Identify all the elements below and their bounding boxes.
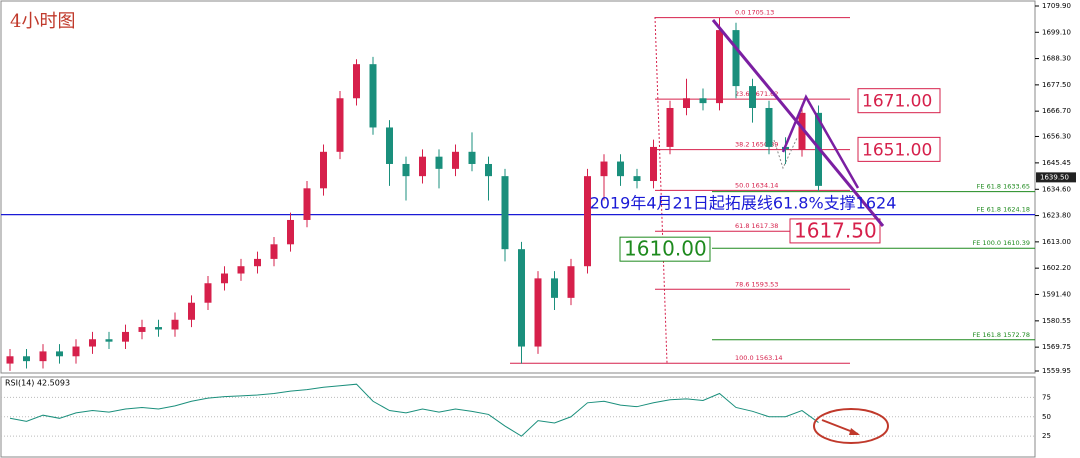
candle-body xyxy=(584,176,591,267)
y-tick-label: 1634.60 xyxy=(1042,185,1071,193)
candle-body xyxy=(336,98,344,152)
candle-body xyxy=(650,146,657,182)
candle-body xyxy=(39,351,47,362)
candle-body xyxy=(567,266,575,298)
fib-label: 38.2 1650.89 xyxy=(735,141,778,149)
fib-label: 0.0 1705.13 xyxy=(735,9,774,17)
rsi-tick-label: 75 xyxy=(1042,393,1051,401)
fib-label: 78.6 1593.53 xyxy=(735,280,778,288)
candle-body xyxy=(501,176,509,250)
candle-body xyxy=(171,319,179,330)
candle-body xyxy=(716,30,723,104)
y-tick-label: 1709.90 xyxy=(1042,2,1071,10)
candle-body xyxy=(237,266,245,274)
y-tick-label: 1623.80 xyxy=(1042,212,1071,220)
y-tick-label: 1602.20 xyxy=(1042,264,1071,272)
candle-body xyxy=(600,161,608,177)
highlight-ellipse xyxy=(813,408,889,444)
annotation-box xyxy=(619,236,711,262)
pattern-line xyxy=(773,137,798,170)
rsi-title: RSI(14) 42.5093 xyxy=(5,379,70,388)
rsi-line xyxy=(9,383,819,437)
main-panel xyxy=(0,0,1036,374)
candle-body xyxy=(56,351,63,357)
candle-body xyxy=(254,258,261,267)
candle-body xyxy=(72,346,80,357)
fib-label: 100.0 1563.14 xyxy=(735,354,783,362)
candle-body xyxy=(89,339,96,347)
arrow-head xyxy=(849,428,860,435)
y-tick-label: 1559.95 xyxy=(1042,367,1071,375)
trend-line xyxy=(781,94,860,189)
candle-body xyxy=(683,98,690,108)
rsi-tick-label: 50 xyxy=(1042,413,1051,421)
candle-body xyxy=(666,107,674,147)
last-price-box xyxy=(1036,172,1076,183)
y-tick-label: 1569.75 xyxy=(1042,343,1071,351)
y-tick-label: 1699.10 xyxy=(1042,28,1071,36)
chart-title: 4小时图 xyxy=(10,11,75,32)
candle-body xyxy=(303,188,311,220)
candle-body xyxy=(122,331,129,342)
candle-body xyxy=(534,278,542,347)
y-tick-label: 1656.30 xyxy=(1042,132,1071,140)
candle-body xyxy=(551,278,558,298)
fe-label: FE 61.8 1624.18 xyxy=(977,206,1030,214)
annotation-label: 1651.00 xyxy=(862,140,932,160)
fib-label: 23.6 1671.62 xyxy=(735,90,778,98)
y-tick-label: 1688.30 xyxy=(1042,55,1071,63)
candle-body xyxy=(138,327,146,332)
fib-label: 50.0 1634.14 xyxy=(735,181,778,189)
candle-body xyxy=(105,339,113,342)
candle-body xyxy=(270,244,278,259)
candle-body xyxy=(353,64,360,99)
candle-body xyxy=(6,356,14,364)
support-note: 2019年4月21日起拓展线61.8%支撑1624 xyxy=(590,194,897,213)
candle-body xyxy=(798,112,806,150)
candle-body xyxy=(369,64,377,128)
fe-label: FE 100.0 1610.39 xyxy=(973,239,1030,247)
y-tick-label: 1591.40 xyxy=(1042,290,1071,298)
y-tick-label: 1613.00 xyxy=(1042,238,1071,246)
candle-body xyxy=(419,156,426,177)
annotation-box xyxy=(857,88,941,114)
annotation-label: 1617.50 xyxy=(794,218,877,242)
candle-body xyxy=(765,107,773,147)
candle-body xyxy=(204,283,212,303)
candle-body xyxy=(518,249,525,347)
candle-body xyxy=(402,163,410,177)
candle-body xyxy=(221,273,228,284)
y-tick-label: 1677.50 xyxy=(1042,81,1071,89)
candle-body xyxy=(485,163,492,177)
candle-body xyxy=(633,176,641,182)
candle-body xyxy=(155,327,162,330)
candle-body xyxy=(452,151,459,169)
last-price-label: 1639.50 xyxy=(1040,173,1069,181)
annotation-box xyxy=(857,136,941,162)
candle-body xyxy=(732,30,740,87)
y-tick-label: 1645.45 xyxy=(1042,159,1071,167)
annotation-label: 1671.00 xyxy=(862,92,932,112)
candle-body xyxy=(435,156,443,169)
candle-body xyxy=(23,356,30,362)
candle-body xyxy=(188,302,195,320)
candle-body xyxy=(749,86,756,108)
y-tick-label: 1580.55 xyxy=(1042,317,1071,325)
candle-body xyxy=(287,219,294,245)
candle-body xyxy=(320,151,327,189)
candle-body xyxy=(699,98,707,104)
candle-body xyxy=(617,161,624,177)
candle-body xyxy=(468,151,476,164)
candle-body xyxy=(386,127,393,164)
trend-line xyxy=(711,19,885,227)
fib-label: 61.8 1617.38 xyxy=(735,222,778,230)
fe-label: FE 61.8 1633.65 xyxy=(977,183,1030,191)
fe-label: FE 161.8 1572.78 xyxy=(973,331,1030,339)
rsi-tick-label: 25 xyxy=(1042,432,1051,440)
annotation-box xyxy=(789,218,881,244)
y-tick-label: 1666.70 xyxy=(1042,107,1071,115)
annotation-label: 1610.00 xyxy=(624,237,707,261)
